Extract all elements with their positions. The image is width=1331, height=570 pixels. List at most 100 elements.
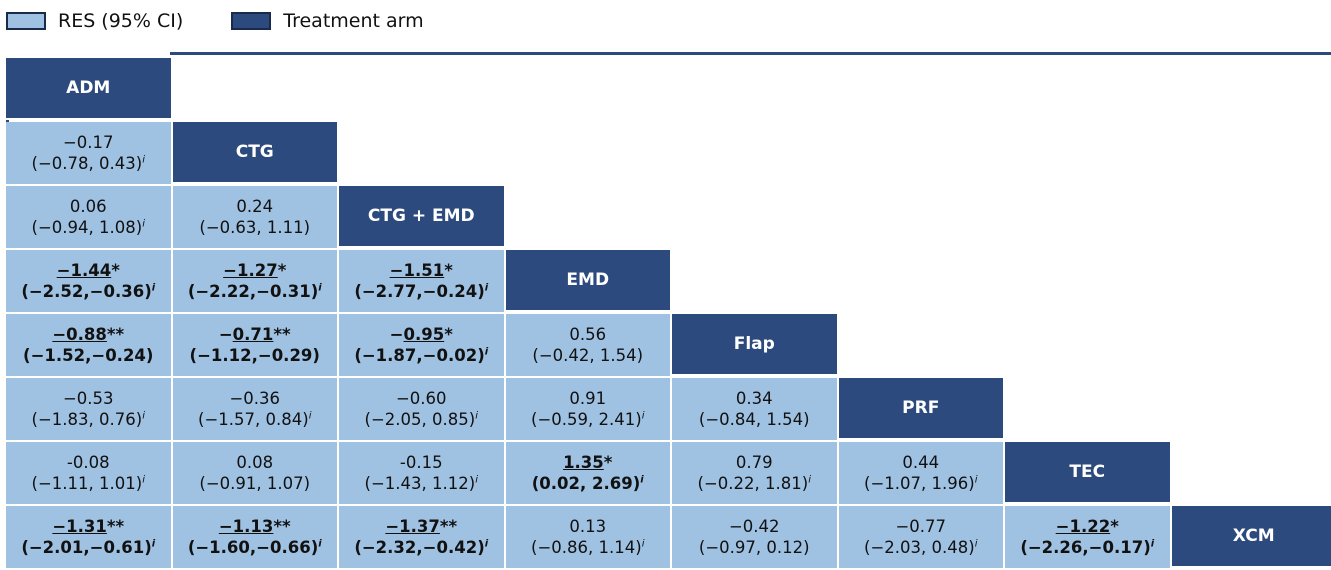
estimate-underlined: −1.27: [223, 261, 278, 280]
confidence-interval: (−2.05, 0.85)i: [365, 409, 478, 430]
estimate-underlined: −1.31: [52, 517, 107, 536]
ci-text: (−2.22,−0.31): [188, 282, 318, 301]
ci-superscript: i: [975, 539, 978, 550]
ci-superscript: i: [152, 539, 155, 550]
ci-text: (−1.52,−0.24): [23, 346, 153, 365]
ci-superscript: i: [485, 283, 488, 294]
treatment-arm-prf: PRF: [839, 378, 1004, 438]
significance-stars: **: [107, 517, 124, 536]
ci-text: (−1.57, 0.84): [198, 410, 309, 429]
confidence-interval: (0.02, 2.69)i: [532, 473, 644, 494]
res-cell-xcm-vs-flap: −0.42 (−0.97, 0.12): [672, 506, 839, 570]
confidence-interval: (−1.07, 1.96)i: [864, 473, 977, 494]
ci-superscript: i: [642, 539, 645, 550]
res-cell-prf-vs-ctg: −0.36(−1.57, 0.84)i: [173, 378, 340, 442]
res-cell-flap-vs-ctg-emd: −0.95*(−1.87,−0.02)i: [339, 314, 506, 378]
res-cell-xcm-vs-ctg: −1.13**(−1.60,−0.66)i: [173, 506, 340, 570]
ci-text: (−1.07, 1.96): [864, 474, 975, 493]
confidence-interval: (−0.22, 1.81)i: [698, 473, 811, 494]
res-cell-prf-vs-ctg-emd: −0.60(−2.05, 0.85)i: [339, 378, 506, 442]
estimate-text: 0.13: [569, 517, 606, 536]
ci-superscript: i: [485, 347, 488, 358]
confidence-interval: (−1.57, 0.84)i: [198, 409, 311, 430]
estimate-underlined: 1.35: [563, 453, 604, 472]
estimate-text: 0.56: [569, 325, 606, 344]
res-cell-xcm-vs-tec: −1.22*(−2.26,−0.17)i: [1005, 506, 1172, 570]
ci-superscript: i: [318, 283, 321, 294]
confidence-interval: (−2.26,−0.17)i: [1020, 537, 1154, 558]
significance-stars: **: [107, 325, 124, 344]
res-estimate: −1.27*: [223, 260, 286, 281]
ci-text: (−1.12,−0.29): [190, 346, 320, 365]
res-estimate: −0.60: [396, 388, 447, 409]
ci-text: (−0.22, 1.81): [698, 474, 809, 493]
confidence-interval: (−2.03, 0.48)i: [864, 537, 977, 558]
ci-text: (−0.97, 0.12): [699, 538, 810, 557]
confidence-interval: (−0.42, 1.54): [532, 345, 643, 366]
estimate-underlined: −1.44: [57, 261, 112, 280]
confidence-interval: (−1.52,−0.24): [23, 345, 153, 366]
estimate-text: −: [219, 325, 233, 344]
confidence-interval: (−2.77,−0.24)i: [354, 281, 488, 302]
res-estimate: −1.37**: [385, 516, 457, 537]
significance-stars: *: [111, 261, 120, 280]
confidence-interval: (−2.01,−0.61)i: [21, 537, 155, 558]
ci-text: (−0.63, 1.11): [199, 218, 310, 237]
confidence-interval: (−1.83, 0.76)i: [32, 409, 145, 430]
confidence-interval: (−0.84, 1.54): [699, 409, 810, 430]
confidence-interval: (−2.32,−0.42)i: [354, 537, 488, 558]
ci-superscript: i: [309, 411, 312, 422]
estimate-underlined: −1.37: [385, 517, 440, 536]
res-estimate: −1.31**: [52, 516, 124, 537]
estimate-underlined: −1.22: [1056, 517, 1111, 536]
res-cell-emd-vs-ctg-emd: −1.51*(−2.77,−0.24)i: [339, 250, 506, 314]
estimate-text: −0.60: [396, 389, 447, 408]
estimate-underlined: −1.13: [219, 517, 274, 536]
ci-text: (−1.11, 1.01): [32, 474, 143, 493]
estimate-text: 0.24: [236, 197, 273, 216]
res-cell-ctg-emd-vs-ctg: 0.24 (−0.63, 1.11): [173, 186, 340, 250]
estimate-text: 0.79: [736, 453, 773, 472]
res-cell-flap-vs-emd: 0.56(−0.42, 1.54): [506, 314, 673, 378]
significance-stars: *: [604, 453, 613, 472]
ci-text: (−1.83, 0.76): [32, 410, 143, 429]
estimate-underlined: −1.51: [390, 261, 445, 280]
confidence-interval: (−0.97, 0.12): [699, 537, 810, 558]
estimate-text: −0.42: [729, 517, 780, 536]
treatment-arm-adm: ADM: [6, 58, 171, 118]
res-estimate: -0.08: [67, 452, 110, 473]
res-estimate: 0.56: [569, 324, 606, 345]
estimate-text: −: [390, 325, 404, 344]
treatment-arm-tec: TEC: [1005, 442, 1170, 502]
confidence-interval: (−0.63, 1.11): [199, 217, 310, 238]
ci-superscript: i: [485, 539, 488, 550]
significance-stars: **: [273, 517, 290, 536]
res-cell-tec-vs-ctg-emd: -0.15(−1.43, 1.12)i: [339, 442, 506, 506]
confidence-interval: (−0.91, 1.07): [199, 473, 310, 494]
estimate-underlined: −0.88: [52, 325, 107, 344]
res-cell-prf-vs-flap: 0.34(−0.84, 1.54): [672, 378, 839, 442]
res-estimate: −0.42: [729, 516, 780, 537]
significance-stars: **: [273, 325, 290, 344]
estimate-text: 0.91: [569, 389, 606, 408]
ci-text: (−0.86, 1.14): [531, 538, 642, 557]
confidence-interval: (−1.60,−0.66)i: [188, 537, 322, 558]
treatment-arm-xcm: XCM: [1172, 506, 1331, 566]
res-cell-tec-vs-ctg: 0.08(−0.91, 1.07): [173, 442, 340, 506]
ci-text: (−2.26,−0.17): [1020, 538, 1150, 557]
ci-superscript: i: [475, 475, 478, 486]
res-estimate: 0.13: [569, 516, 606, 537]
res-cell-xcm-vs-ctg-emd: −1.37**(−2.32,−0.42)i: [339, 506, 506, 570]
confidence-interval: (−0.59, 2.41)i: [531, 409, 644, 430]
ci-superscript: i: [642, 411, 645, 422]
res-cell-prf-vs-emd: 0.91(−0.59, 2.41)i: [506, 378, 673, 442]
res-cell-xcm-vs-prf: −0.77(−2.03, 0.48)i: [839, 506, 1006, 570]
ci-superscript: i: [152, 283, 155, 294]
estimate-text: 0.34: [736, 389, 773, 408]
confidence-interval: (−1.43, 1.12)i: [365, 473, 478, 494]
ci-superscript: i: [142, 411, 145, 422]
ci-text: (−1.43, 1.12): [365, 474, 476, 493]
ci-superscript: i: [975, 475, 978, 486]
ci-superscript: i: [142, 219, 145, 230]
res-cell-tec-vs-prf: 0.44(−1.07, 1.96)i: [839, 442, 1006, 506]
